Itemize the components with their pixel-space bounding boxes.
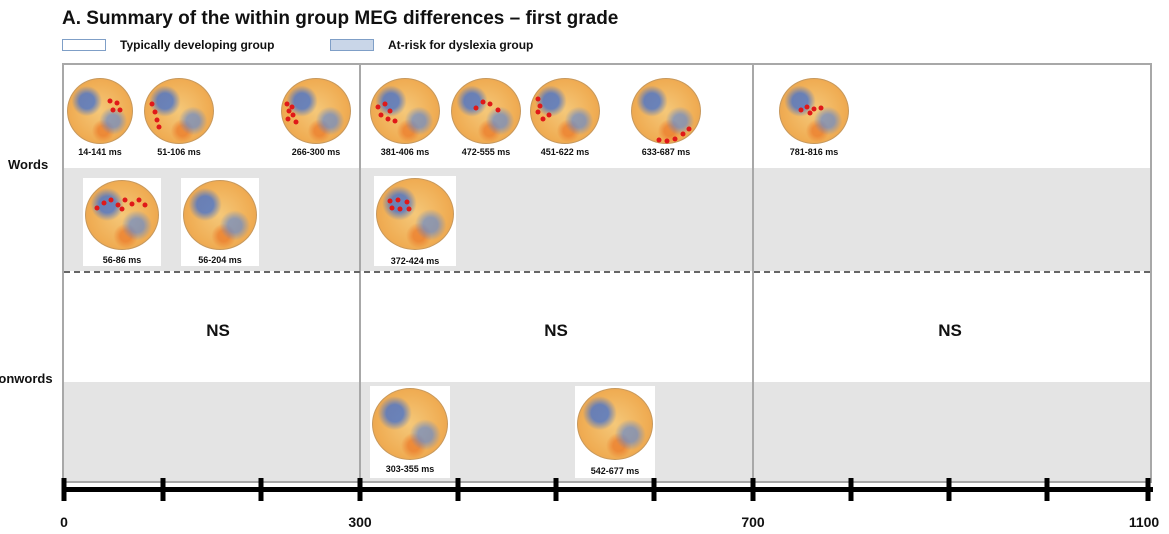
time-axis bbox=[62, 487, 1153, 492]
ns-label: NS bbox=[938, 321, 962, 340]
axis-tick bbox=[455, 478, 461, 501]
time-window-label: 372-424 ms bbox=[390, 256, 440, 266]
significant-sensor-markers bbox=[656, 126, 692, 144]
time-window-label: 781-816 ms bbox=[789, 147, 839, 157]
axis-tick-label: 700 bbox=[741, 514, 765, 530]
axis-tick bbox=[553, 478, 559, 501]
significant-sensor-markers bbox=[149, 101, 162, 130]
topomap-head bbox=[631, 78, 701, 144]
axis-tick bbox=[61, 478, 67, 501]
time-window-label: 266-300 ms bbox=[291, 147, 341, 157]
time-window-label: 14-141 ms bbox=[78, 147, 122, 157]
axis-tick bbox=[1044, 478, 1050, 501]
axis-tick bbox=[651, 478, 657, 501]
topomap: 51-106 ms bbox=[142, 77, 216, 159]
topomap: 633-687 ms bbox=[629, 77, 703, 159]
significant-sensor-markers bbox=[94, 197, 148, 212]
topomap-head bbox=[376, 178, 454, 250]
significant-sensor-markers bbox=[375, 101, 398, 124]
significant-sensor-markers bbox=[535, 96, 552, 122]
diagram-frame bbox=[62, 63, 1152, 483]
legend-typical-label: Typically developing group bbox=[120, 38, 275, 52]
axis-tick-label: 1100 bbox=[1128, 514, 1160, 530]
divider-700 bbox=[752, 63, 754, 483]
axis-tick bbox=[357, 478, 363, 501]
topomap-head bbox=[85, 180, 159, 250]
time-window-label: 472-555 ms bbox=[461, 147, 511, 157]
topomap-head bbox=[372, 388, 448, 460]
legend-typical: Typically developing group bbox=[62, 38, 274, 52]
row-label-nonwords: Nonwords bbox=[0, 371, 53, 386]
time-window-label: 303-355 ms bbox=[385, 464, 435, 474]
topomap: 372-424 ms bbox=[374, 176, 456, 266]
axis-tick bbox=[1145, 478, 1151, 501]
topomap: 381-406 ms bbox=[368, 77, 442, 159]
time-window-label: 381-406 ms bbox=[380, 147, 430, 157]
legend-at-risk: At-risk for dyslexia group bbox=[330, 38, 533, 52]
topomap: 56-86 ms bbox=[83, 178, 161, 266]
legend-typical-swatch bbox=[62, 39, 106, 51]
topomap-head bbox=[183, 180, 257, 250]
row-separator bbox=[64, 271, 1150, 273]
topomap: 266-300 ms bbox=[279, 77, 353, 159]
significant-sensor-markers bbox=[387, 197, 412, 212]
topomap: 472-555 ms bbox=[449, 77, 523, 159]
topomap: 781-816 ms bbox=[777, 77, 851, 159]
legend-at-risk-swatch bbox=[330, 39, 374, 51]
axis-tick bbox=[258, 478, 264, 501]
axis-tick bbox=[160, 478, 166, 501]
time-window-label: 56-86 ms bbox=[102, 255, 142, 265]
topomap-head bbox=[281, 78, 351, 144]
topomap-head bbox=[530, 78, 600, 144]
significant-sensor-markers bbox=[107, 98, 123, 113]
axis-tick bbox=[848, 478, 854, 501]
significant-sensor-markers bbox=[473, 99, 501, 113]
topomap: 542-677 ms bbox=[575, 386, 655, 478]
axis-tick bbox=[750, 478, 756, 501]
figure-title: A. Summary of the within group MEG diffe… bbox=[62, 8, 619, 29]
ns-label: NS bbox=[206, 321, 230, 340]
time-window-label: 451-622 ms bbox=[540, 147, 590, 157]
topomap: 303-355 ms bbox=[370, 386, 450, 478]
topomap: 56-204 ms bbox=[181, 178, 259, 266]
ns-label: NS bbox=[544, 321, 568, 340]
legend-at-risk-label: At-risk for dyslexia group bbox=[388, 38, 534, 52]
axis-tick-label: 300 bbox=[348, 514, 372, 530]
divider-300 bbox=[359, 63, 361, 483]
time-window-label: 633-687 ms bbox=[641, 147, 691, 157]
significant-sensor-markers bbox=[284, 101, 299, 125]
row-label-words: Words bbox=[8, 157, 49, 172]
topomap: 14-141 ms bbox=[66, 77, 134, 159]
topomap-head bbox=[370, 78, 440, 144]
topomap-head bbox=[451, 78, 521, 144]
topomap: 451-622 ms bbox=[528, 77, 602, 159]
topomap-head bbox=[577, 388, 653, 460]
axis-tick bbox=[946, 478, 952, 501]
time-window-label: 51-106 ms bbox=[157, 147, 201, 157]
axis-tick-label: 0 bbox=[60, 514, 68, 530]
significant-sensor-markers bbox=[798, 104, 824, 116]
time-window-label: 542-677 ms bbox=[590, 466, 640, 476]
time-window-label: 56-204 ms bbox=[198, 255, 242, 265]
